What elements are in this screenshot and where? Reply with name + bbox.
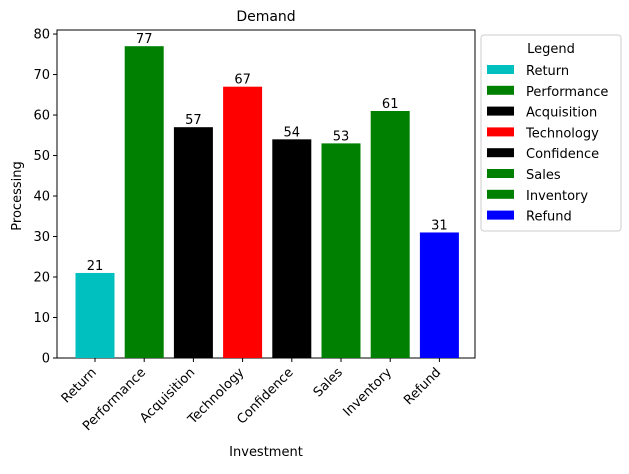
bar-confidence	[272, 139, 312, 358]
y-tick-label: 20	[33, 271, 50, 286]
bar-acquisition	[173, 127, 213, 359]
x-tick-label: Inventory	[341, 365, 396, 420]
legend-entry-label: Refund	[526, 210, 572, 225]
legend-swatch	[487, 85, 514, 95]
legend-entry-label: Performance	[526, 85, 608, 100]
legend-swatch	[487, 210, 514, 220]
legend-entry-label: Confidence	[526, 147, 599, 162]
legend-swatch	[487, 169, 514, 178]
legend-swatch	[487, 127, 514, 137]
bar-value-label: 31	[431, 218, 448, 233]
y-tick-label: 10	[33, 311, 50, 326]
x-tick-label: Refund	[401, 365, 444, 408]
legend-title: Legend	[527, 42, 575, 57]
y-tick-label: 0	[42, 352, 50, 367]
chart-title: Demand	[236, 9, 295, 25]
legend-swatch	[487, 189, 514, 199]
bar-series	[75, 46, 459, 359]
bar-value-label: 67	[234, 73, 251, 88]
plot-frame	[56, 29, 476, 359]
bar-technology	[223, 86, 263, 359]
bar-value-label: 61	[382, 97, 399, 112]
x-axis-label: Investment	[229, 445, 303, 460]
legend: Legend Return Performance Acquisition Techn…	[480, 34, 622, 232]
bar-performance	[124, 46, 164, 358]
x-tick-label: Return	[59, 365, 100, 406]
legend-entry-label: Inventory	[526, 189, 588, 204]
legend-frame	[480, 34, 622, 232]
legend-items: Return Performance Acquisition Technology Co…	[487, 64, 608, 225]
y-tick-label: 50	[33, 149, 50, 164]
bar-value-label: 21	[87, 259, 104, 274]
y-axis-label: Processing	[10, 161, 25, 230]
legend-swatch	[487, 65, 514, 74]
x-axis: ReturnPerformanceAcquisitionTechnologyCo…	[59, 358, 444, 434]
y-tick-label: 30	[33, 230, 50, 245]
x-tick-label: Sales	[311, 365, 346, 400]
legend-swatch	[487, 106, 514, 116]
legend-entry-label: Sales	[526, 168, 561, 183]
y-tick-label: 70	[33, 68, 50, 83]
bar-value-label: 77	[136, 32, 153, 47]
legend-entry-label: Return	[526, 64, 569, 79]
legend-entry-label: Acquisition	[526, 106, 597, 121]
bar-sales	[321, 143, 361, 358]
legend-entry-label: Technology	[525, 126, 599, 141]
bar-value-label: 53	[333, 129, 350, 144]
bar-inventory	[370, 110, 410, 358]
bar-return	[75, 272, 115, 358]
bar-value-labels: 21 77 57 67 54 53 61 31	[87, 32, 448, 274]
y-tick-label: 60	[33, 109, 50, 124]
y-tick-label: 80	[33, 28, 50, 43]
bar-refund	[419, 232, 459, 358]
bar-value-label: 54	[284, 125, 301, 140]
legend-swatch	[487, 148, 514, 158]
bar-value-label: 57	[185, 113, 202, 128]
plot-area	[56, 29, 476, 359]
y-axis: 0 10 20 30 40 50 60 70 80	[33, 28, 57, 367]
y-tick-label: 40	[33, 190, 50, 205]
